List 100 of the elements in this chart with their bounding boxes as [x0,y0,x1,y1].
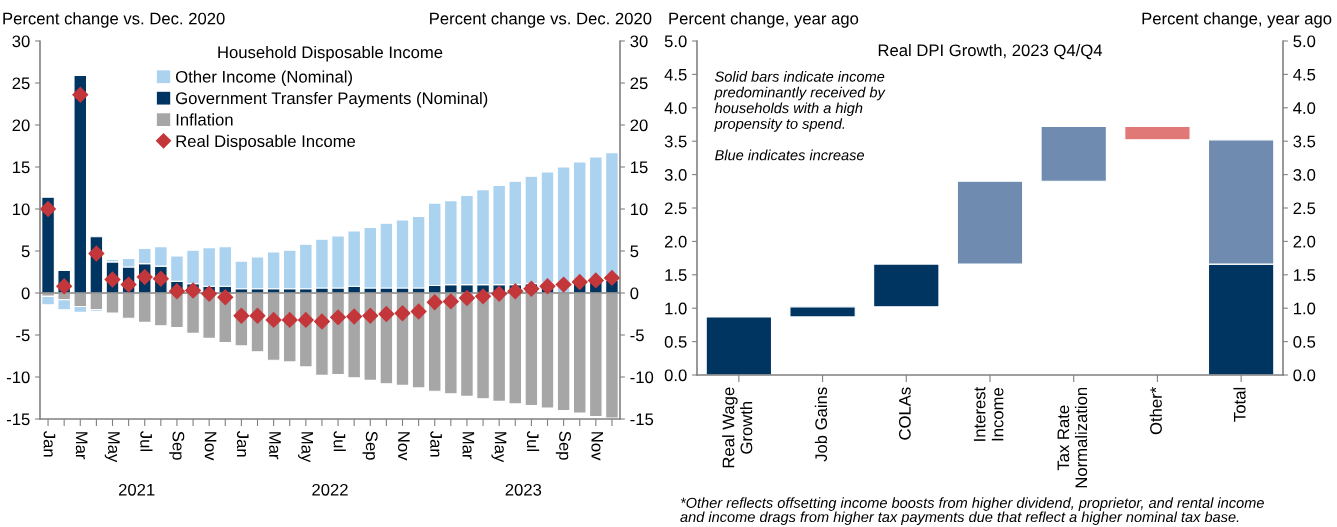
y-tick-label: 3.0 [664,169,687,181]
bar [789,306,856,318]
y-tick-label: 5.0 [664,35,687,48]
x-tick-label: Nov [398,432,410,461]
x-tick-label: Real Wage Growth [722,387,753,468]
legend-label: Other Income (Nominal) [175,70,352,86]
bar [282,249,297,290]
bar [363,226,378,289]
y-tick-label: 0 [21,287,30,300]
y-tick-label: -15 [6,413,30,426]
y2-tick-label: 3.0 [1293,169,1316,181]
bar [234,260,249,290]
y-tick-label: -5 [16,329,30,342]
x-tick-label: Interest Income [973,386,1004,441]
bar [186,292,200,334]
y2-tick-label: 2.0 [1293,235,1316,248]
y2-tick-label: 5.0 [1293,35,1316,48]
bar [572,292,587,414]
y2-tick-label: 1.5 [1293,269,1316,281]
y-tick-label: 0.0 [664,369,687,382]
bar [1040,125,1107,182]
point [313,313,331,330]
point [394,304,411,322]
bar [556,166,571,294]
point [136,268,153,286]
y-tick-label: 3.5 [664,135,687,148]
point [490,285,508,303]
bar [411,216,426,289]
y2-tick-label: -15 [630,413,654,426]
point [200,285,218,303]
bar [540,292,555,409]
bar [540,171,555,284]
y2-tick-label: 30 [630,35,648,48]
y-tick-label: 0.5 [664,336,687,348]
point [55,278,73,295]
bar [1124,125,1191,141]
x-tick-label: May [491,432,507,463]
bar [588,292,603,418]
legend-label: Real Disposable Income [176,134,356,151]
point [297,311,315,329]
bar [266,251,281,290]
bar [331,235,345,289]
legend-label: Government Transfer Payments (Nominal) [176,91,488,108]
point [458,289,476,307]
y-axis-title: Percent change vs. Dec. 2020 [3,12,225,28]
point [249,307,266,324]
point [523,280,540,298]
legend-label: Inflation [176,113,233,126]
x-tick-label: Mar [269,432,281,460]
y2-tick-label: 4.5 [1293,68,1316,81]
text: 2023 [505,483,542,496]
y-tick-label: 20 [12,119,30,132]
x-tick-label: Jul [526,431,540,451]
point [104,271,121,288]
bar [395,219,410,289]
y2-tick-label: 0.0 [1293,369,1316,382]
y-tick-label: -10 [6,371,30,384]
y-tick-label: 10 [13,203,30,216]
y2-tick-label: 0 [630,287,639,300]
chart-title: Real DPI Growth, 2023 Q4/Q4 [878,43,1103,60]
bar [41,295,55,306]
point [281,311,298,329]
point [265,311,282,329]
text: *Other reflects offsetting income boosts from higher dividend, proprietor, and rental income and income drags from higher tax payments due that reflect a higher nominal tax base. [680,497,1264,525]
point [474,288,492,305]
point [120,276,137,293]
point [442,293,460,310]
x-tick-label: Mar [75,432,88,460]
bar [956,180,1024,265]
bar [121,292,136,319]
y2-tick-label: -10 [630,371,654,384]
bar [315,238,329,289]
x-tick-label: Sep [362,431,378,460]
point [72,86,89,103]
bar [137,292,152,323]
point [362,307,379,324]
y2-tick-label: 4.0 [1293,102,1316,114]
x-tick-label: COLAs [898,387,911,440]
x-tick-label: Sep [169,431,185,460]
bar [443,292,458,395]
y-tick-label: 1.0 [665,302,687,315]
point [233,307,250,324]
y2-tick-label: 15 [630,161,648,174]
y-tick-label: 2.0 [664,235,687,248]
y-tick-label: 4.5 [664,68,687,81]
y2-tick-label: 3.5 [1293,135,1316,148]
y2-tick-label: 25 [630,77,648,90]
point [426,294,443,311]
point [507,283,524,300]
text: 2021 [118,483,155,496]
x-tick-label: Jul [140,431,153,451]
bar [705,316,773,375]
bar [250,256,265,290]
point [603,269,620,287]
bar [460,292,474,397]
x-tick-label: Jan [430,431,442,457]
y2-tick-label: 20 [630,119,648,132]
point [571,273,588,291]
point [410,303,427,320]
bar [153,292,168,327]
